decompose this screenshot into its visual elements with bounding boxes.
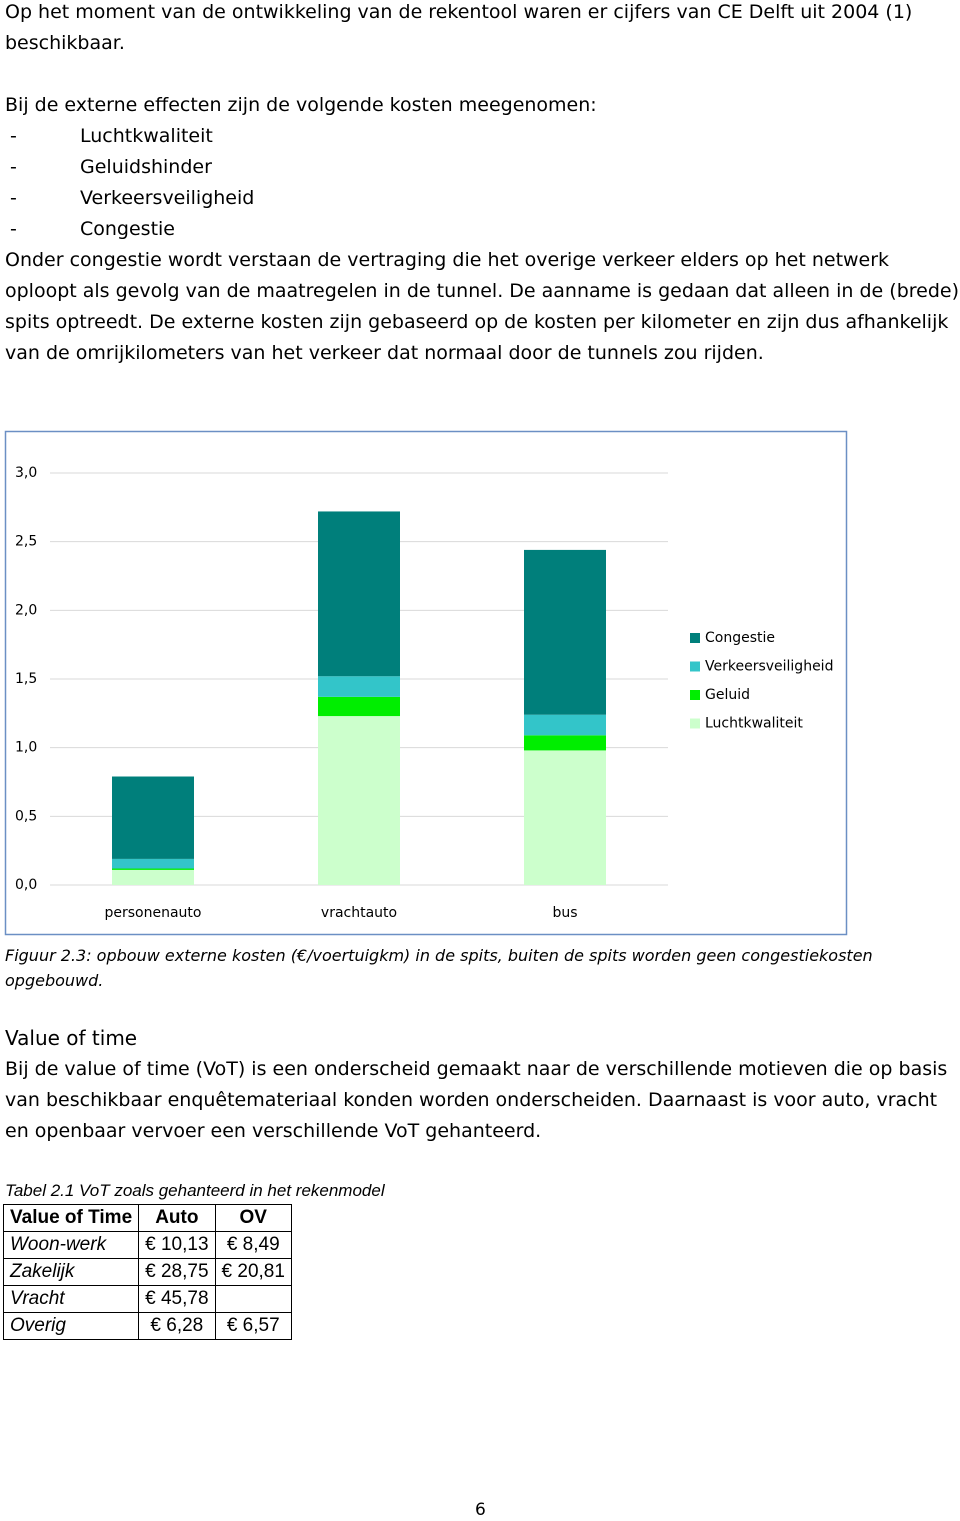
section: Value of time Bij de value of time (VoT)… — [5, 1023, 960, 1147]
paragraph: Bij de value of time (VoT) is een onders… — [5, 1058, 948, 1142]
table-cell: € 45,78 — [138, 1285, 216, 1313]
paragraph: Op het moment van de ontwikkeling van de… — [5, 1, 913, 54]
list-item: Geluidshinder — [5, 152, 960, 183]
legend-swatch — [690, 661, 700, 672]
y-tick-label: 2,5 — [15, 534, 37, 550]
section-title: Value of time — [5, 1026, 138, 1050]
list-item: Verkeersveiligheid — [5, 183, 960, 214]
list-intro: Bij de externe effecten zijn de volgende… — [5, 94, 597, 116]
table-cell: € 6,28 — [138, 1312, 216, 1340]
table-cell: Overig — [2, 1312, 140, 1340]
y-tick-label: 0,5 — [15, 808, 37, 824]
y-tick-label: 3,0 — [15, 465, 37, 481]
bar-segment — [524, 735, 606, 751]
x-tick-label: bus — [552, 905, 577, 921]
bar-segment — [524, 549, 606, 715]
table-row: Zakelijk € 28,75 € 20,81 — [2, 1258, 292, 1286]
bar-segment — [318, 716, 400, 885]
legend-swatch — [690, 633, 700, 643]
bar-segment — [524, 714, 606, 736]
x-tick-label: personenauto — [105, 905, 202, 921]
list-item: Luchtkwaliteit — [5, 121, 960, 152]
table-cell: Zakelijk — [2, 1258, 140, 1286]
paragraph: Bij de externe effecten zijn de volgende… — [5, 90, 960, 369]
effects-list: LuchtkwaliteitGeluidshinderVerkeersveili… — [5, 121, 960, 245]
table-cell: € 28,75 — [138, 1258, 216, 1286]
bar-segment — [112, 869, 194, 885]
bar-segment — [318, 511, 400, 677]
bar-segment — [112, 868, 194, 870]
table-cell: Woon-werk — [2, 1231, 140, 1259]
x-tick-label: vrachtauto — [321, 905, 397, 921]
legend-label: Geluid — [705, 687, 750, 703]
header-cell: Auto — [138, 1204, 216, 1232]
vot-table: Value of Time Auto OV Woon-werk € 10,13 € 8,4… — [2, 1204, 292, 1340]
y-tick-label: 1,5 — [15, 671, 37, 687]
y-tick-label: 2,0 — [15, 602, 37, 618]
bar-segment — [112, 858, 194, 869]
legend-label: Verkeersveiligheid — [705, 659, 833, 675]
legend-swatch — [690, 690, 700, 700]
table-row: Vracht € 45,78 — [2, 1285, 292, 1313]
legend-label: Luchtkwaliteit — [705, 716, 803, 732]
bar-segment — [318, 676, 400, 697]
table-row: Woon-werk € 10,13 € 8,49 — [2, 1231, 292, 1259]
list-item: Congestie — [5, 214, 960, 245]
header-row: Value of Time Auto OV — [2, 1204, 292, 1232]
table-cell: € 10,13 — [138, 1231, 216, 1259]
text-body: Op het moment van de ontwikkeling van de… — [5, 0, 960, 369]
table-row: Overig € 6,28 € 6,57 — [2, 1312, 292, 1340]
bar-segment — [524, 750, 606, 885]
table-caption: Tabel 2.1 VoT zoals gehanteerd in het re… — [5, 1181, 385, 1200]
table-cell: € 8,49 — [214, 1231, 292, 1259]
legend-label: Congestie — [705, 630, 775, 646]
bar-segment — [318, 696, 400, 717]
table-cell: € 20,81 — [214, 1258, 292, 1286]
chart: 0,0 0,5 1,0 1,5 2,0 2,5 3,0 personenauto vrachta… — [4, 430, 848, 936]
paragraph: Onder congestie wordt verstaan de vertra… — [5, 249, 960, 364]
y-tick-label: 0,0 — [15, 877, 37, 893]
table-cell: € 6,57 — [214, 1312, 292, 1340]
header-cell: Value of Time — [2, 1204, 140, 1232]
header-cell: OV — [214, 1204, 292, 1232]
figure-caption: Figuur 2.3: opbouw externe kosten (€/voe… — [5, 946, 873, 990]
page-number: 6 — [475, 1500, 486, 1520]
bar-segment — [112, 776, 194, 859]
table-cell: Vracht — [2, 1285, 140, 1313]
legend-swatch — [690, 718, 700, 729]
y-tick-label: 1,0 — [15, 740, 37, 756]
table-cell — [214, 1285, 292, 1313]
